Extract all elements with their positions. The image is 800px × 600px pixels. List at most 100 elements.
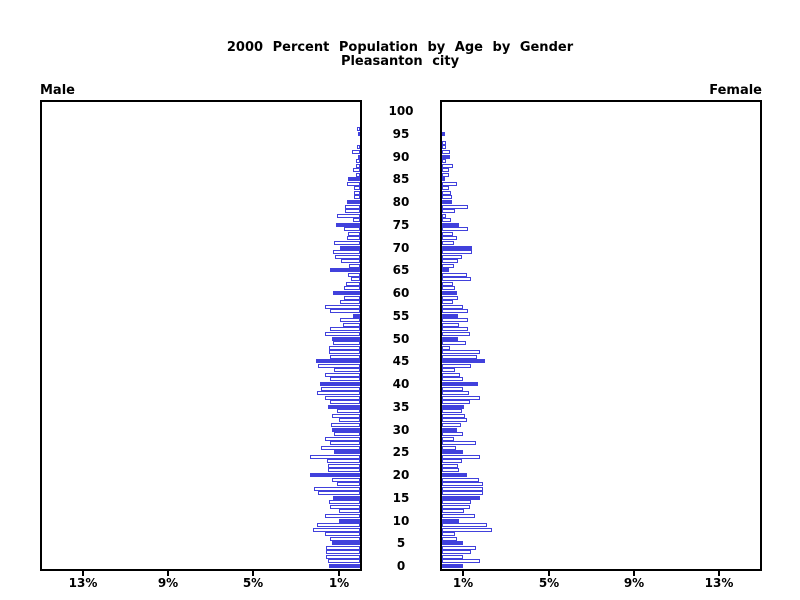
age-tick-label-55: 55 <box>392 309 410 323</box>
age-tick-label-100: 100 <box>388 104 414 118</box>
bar-male-age-33 <box>332 414 360 418</box>
bar-female-age-12 <box>442 509 464 513</box>
bar-female-age-88 <box>442 164 453 168</box>
bar-male-age-34 <box>337 409 360 413</box>
bar-male-age-44 <box>318 364 360 368</box>
bar-female-age-38 <box>442 391 469 395</box>
bar-female-age-51 <box>442 332 470 336</box>
bar-male-age-16 <box>318 491 360 495</box>
bar-male-age-20 <box>310 473 360 477</box>
age-tick-label-45: 45 <box>392 354 410 368</box>
bar-male-age-42 <box>325 373 360 377</box>
bar-male-age-24 <box>310 455 360 459</box>
bar-female-age-16 <box>442 491 483 495</box>
bar-male-age-62 <box>346 282 360 286</box>
bar-male-age-68 <box>335 255 360 259</box>
bar-male-age-96 <box>357 127 360 131</box>
bar-female-age-66 <box>442 264 454 268</box>
axis-tick-label-1%: 1% <box>328 576 350 590</box>
chart-subtitle: Pleasanton city <box>340 54 460 69</box>
axis-tick <box>462 571 464 576</box>
bar-male-age-66 <box>349 264 360 268</box>
age-tick-label-90: 90 <box>392 150 410 164</box>
bar-male-age-70 <box>340 246 360 250</box>
axis-tick-label-5%: 5% <box>538 576 560 590</box>
bar-female-age-67 <box>442 259 458 263</box>
age-tick-label-15: 15 <box>392 491 410 505</box>
bar-female-age-71 <box>442 241 454 245</box>
bar-female-age-40 <box>442 382 478 386</box>
bar-female-age-42 <box>442 373 460 377</box>
bar-female-age-41 <box>442 377 463 381</box>
bar-male-age-47 <box>329 350 360 354</box>
bar-male-age-27 <box>330 441 360 445</box>
age-tick-label-35: 35 <box>392 400 410 414</box>
axis-tick-label-13%: 13% <box>68 576 98 590</box>
bar-female-age-31 <box>442 423 461 427</box>
bar-male-age-14 <box>329 500 360 504</box>
bar-female-age-63 <box>442 277 471 281</box>
bar-female-age-65 <box>442 268 449 272</box>
axis-tick <box>167 571 169 576</box>
bar-male-age-95 <box>358 132 360 136</box>
bar-male-age-91 <box>352 150 360 154</box>
bar-female-age-93 <box>442 141 446 145</box>
bar-male-age-0 <box>329 564 360 568</box>
bar-female-age-57 <box>442 305 463 309</box>
bar-male-age-40 <box>320 382 360 386</box>
bar-male-age-36 <box>330 400 360 404</box>
bar-male-age-51 <box>325 332 360 336</box>
bar-female-age-75 <box>442 223 459 227</box>
bar-female-age-33 <box>442 414 465 418</box>
bar-male-age-38 <box>317 391 360 395</box>
bar-male-age-28 <box>325 437 360 441</box>
bar-male-age-55 <box>353 314 360 318</box>
bar-male-age-59 <box>344 296 360 300</box>
bar-female-age-48 <box>442 346 450 350</box>
bar-male-age-82 <box>354 191 360 195</box>
bar-male-age-29 <box>334 432 360 436</box>
bar-female-age-58 <box>442 300 453 304</box>
bar-male-age-64 <box>348 273 360 277</box>
bar-female-age-90 <box>442 155 450 159</box>
bar-male-age-23 <box>327 459 360 463</box>
bar-female-age-34 <box>442 409 462 413</box>
axis-tick-label-1%: 1% <box>452 576 474 590</box>
bar-female-age-87 <box>442 168 449 172</box>
bar-male-age-1 <box>328 559 360 563</box>
bar-male-age-18 <box>337 482 360 486</box>
bar-female-age-45 <box>442 359 485 363</box>
bar-male-age-90 <box>358 155 360 159</box>
age-tick-label-20: 20 <box>392 468 410 482</box>
bar-female-age-80 <box>442 200 452 204</box>
bar-male-age-15 <box>333 496 360 500</box>
age-tick-label-80: 80 <box>392 195 410 209</box>
bar-female-age-55 <box>442 314 458 318</box>
bar-female-age-5 <box>442 541 463 545</box>
bar-female-age-46 <box>442 355 477 359</box>
bar-female-age-70 <box>442 246 472 250</box>
bar-male-age-30 <box>332 428 360 432</box>
bar-female-age-60 <box>442 291 457 295</box>
bar-female-age-35 <box>442 405 464 409</box>
bar-female-age-10 <box>442 519 459 523</box>
age-tick-label-0: 0 <box>396 559 406 573</box>
bar-male-age-75 <box>336 223 360 227</box>
bar-female-age-0 <box>442 564 463 568</box>
bar-male-age-54 <box>340 318 360 322</box>
age-tick-label-65: 65 <box>392 263 410 277</box>
bar-male-age-11 <box>325 514 360 518</box>
bar-female-age-62 <box>442 282 453 286</box>
bar-male-age-76 <box>353 218 360 222</box>
bar-female-age-84 <box>442 182 457 186</box>
bar-female-age-89 <box>442 159 446 163</box>
bar-female-age-7 <box>442 532 455 536</box>
bar-female-age-85 <box>442 177 445 181</box>
bar-female-age-37 <box>442 396 480 400</box>
bar-female-age-73 <box>442 232 453 236</box>
bar-female-age-13 <box>442 505 470 509</box>
bar-male-age-60 <box>333 291 360 295</box>
bar-male-age-3 <box>326 550 360 554</box>
bar-male-age-37 <box>325 396 360 400</box>
age-tick-label-10: 10 <box>392 514 410 528</box>
